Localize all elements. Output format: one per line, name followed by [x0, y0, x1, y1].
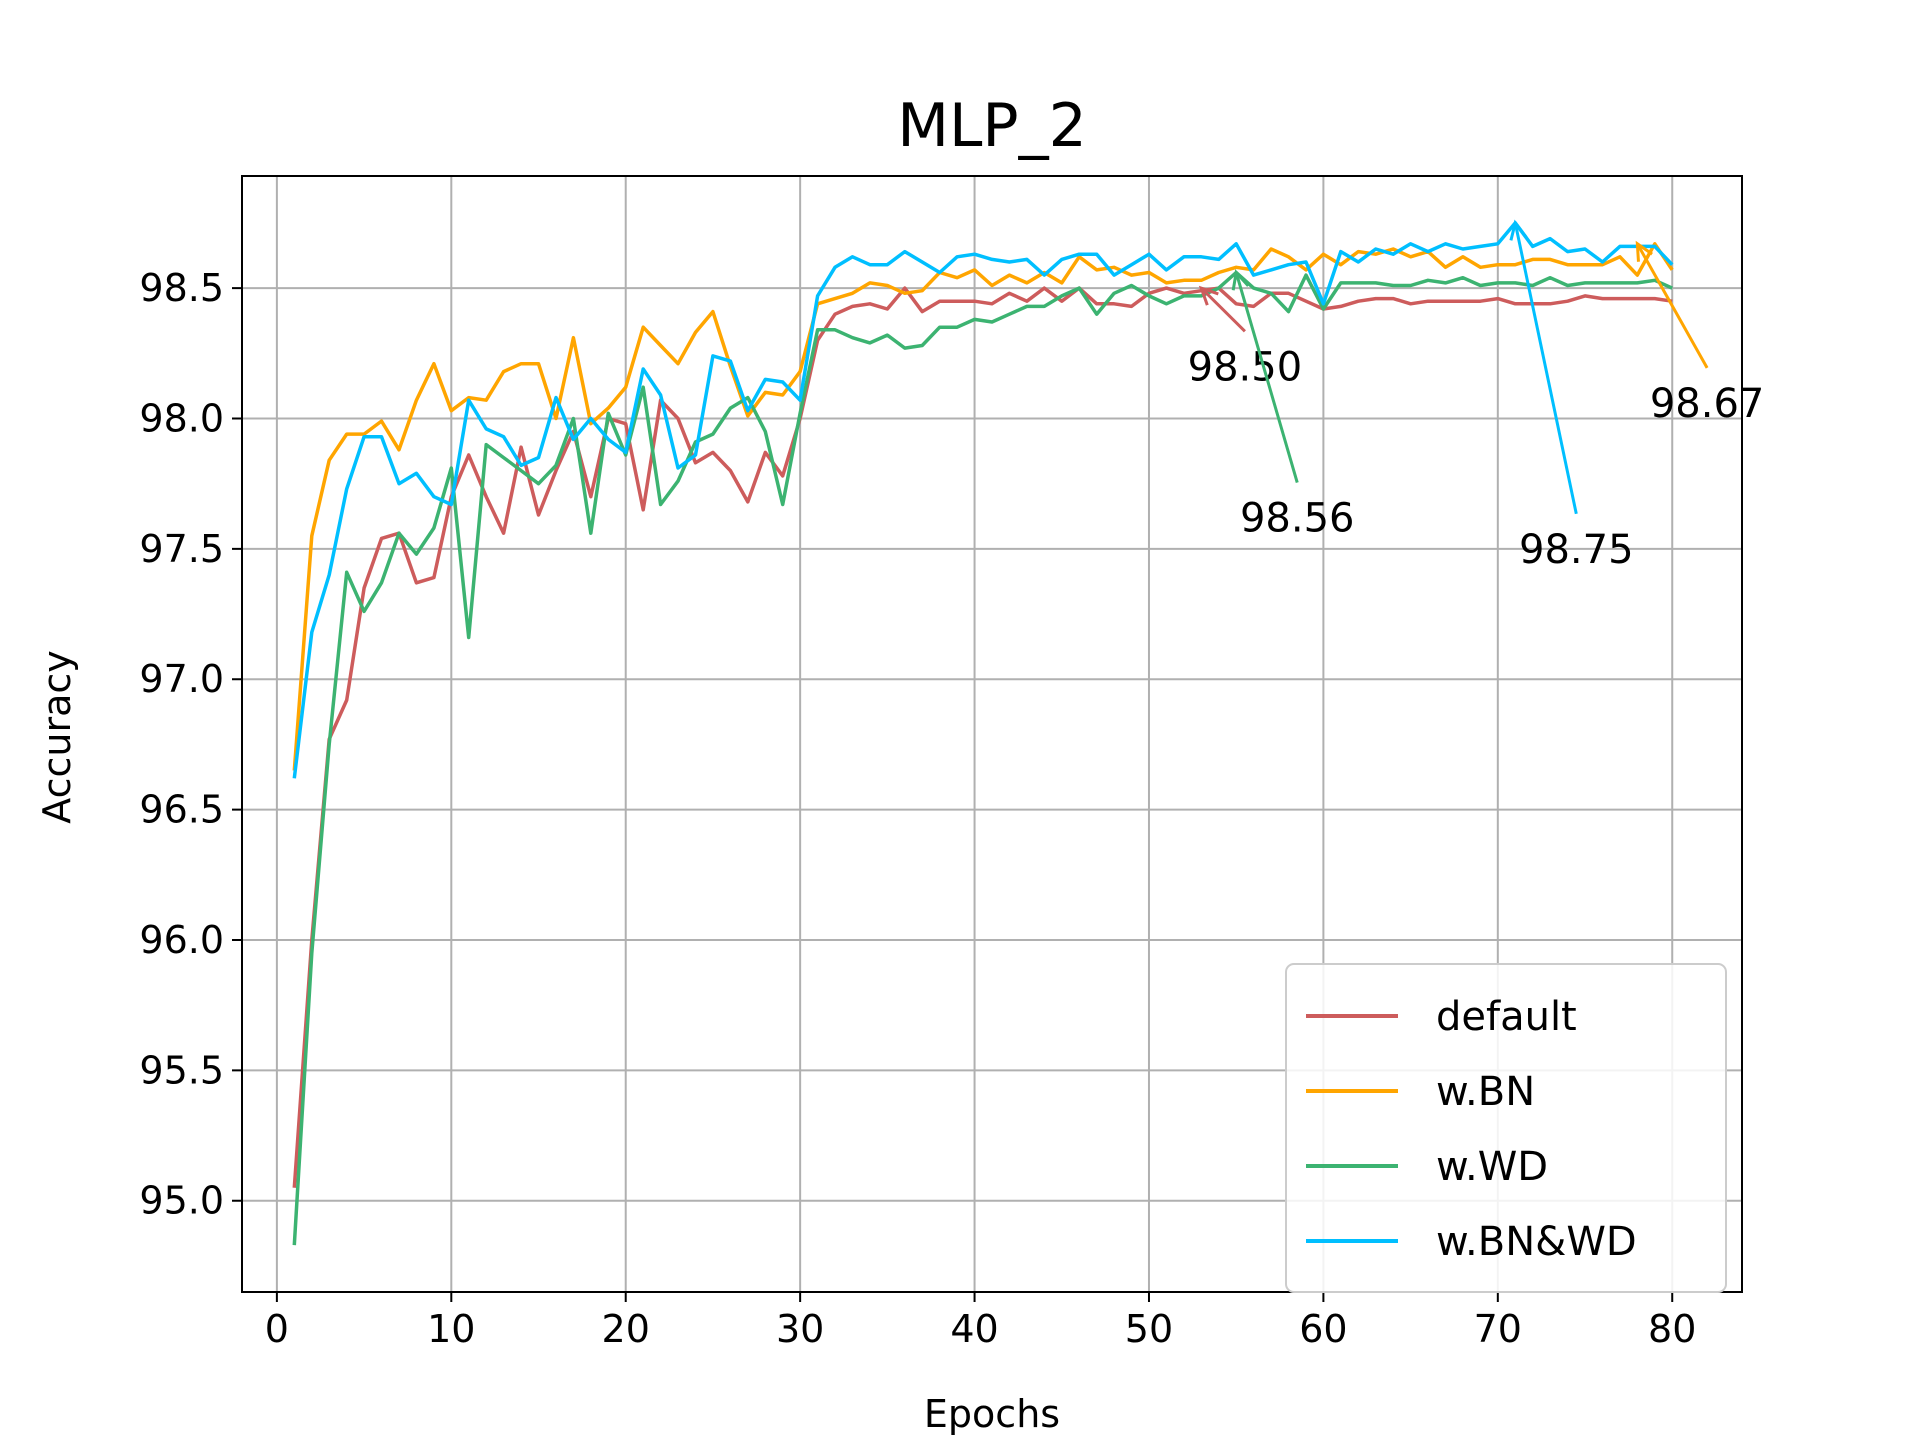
legend-label: w.BN: [1436, 1069, 1535, 1115]
annotation-arrowhead: [1635, 240, 1653, 262]
y-axis-ticks: 95.0 95.5 96.0 96.5 97.0 97.5 98.0 98.5: [139, 266, 242, 1223]
x-tick-label: 50: [1125, 1307, 1173, 1351]
x-tick-label: 40: [950, 1307, 998, 1351]
annotation-arrow: [1234, 272, 1299, 483]
y-tick-label: 95.0: [139, 1179, 224, 1223]
annotation-arrow: [1513, 222, 1578, 515]
annotation-arrowhead: [1509, 219, 1528, 241]
legend: default w.BN w.WD w.BN&WD: [1285, 963, 1727, 1293]
x-axis-label: Epochs: [924, 1392, 1060, 1436]
series-line-default: [292, 286, 1673, 1188]
grid-lines: [242, 176, 1742, 1292]
x-tick-label: 0: [265, 1307, 289, 1351]
y-tick-label: 98.0: [139, 396, 224, 440]
annotation-arrowhead: [1231, 269, 1250, 291]
x-axis-ticks: 0 10 20 30 40 50 60 70 80: [265, 1292, 1696, 1351]
y-tick-label: 96.5: [139, 788, 224, 832]
plot-frame: [241, 175, 1743, 1293]
legend-label: default: [1436, 994, 1577, 1040]
x-tick-label: 80: [1648, 1307, 1696, 1351]
y-tick-label: 96.0: [139, 918, 224, 962]
x-tick-label: 10: [427, 1307, 475, 1351]
series-lines: [292, 221, 1674, 1246]
legend-box: [1285, 963, 1727, 1293]
series-line-w-bn-wd: [292, 221, 1674, 779]
annotation-arrow: [1200, 287, 1246, 333]
annotation-arrow: [1636, 243, 1709, 369]
x-tick-label: 60: [1299, 1307, 1347, 1351]
annotation-label: 98.75: [1519, 527, 1634, 573]
y-tick-label: 95.5: [139, 1048, 224, 1092]
x-tick-label: 20: [602, 1307, 650, 1351]
chart-title: MLP_2: [897, 91, 1087, 161]
y-tick-label: 97.5: [139, 527, 224, 571]
annotation-label: 98.56: [1240, 496, 1355, 542]
legend-label: w.BN&WD: [1436, 1219, 1637, 1265]
x-tick-label: 70: [1474, 1307, 1522, 1351]
annotations: 98.50 98.56 98.75 98.67: [1188, 219, 1765, 573]
series-line-w-wd: [292, 270, 1673, 1246]
legend-label: w.WD: [1436, 1144, 1548, 1190]
y-axis-label: Accuracy: [35, 650, 79, 824]
y-tick-label: 98.5: [139, 266, 224, 310]
x-tick-label: 30: [776, 1307, 824, 1351]
annotation-arrowhead: [1198, 285, 1219, 306]
annotation-label: 98.67: [1650, 381, 1765, 427]
y-tick-label: 97.0: [139, 657, 224, 701]
annotation-label: 98.50: [1188, 344, 1303, 390]
series-line-w-bn: [292, 242, 1674, 771]
